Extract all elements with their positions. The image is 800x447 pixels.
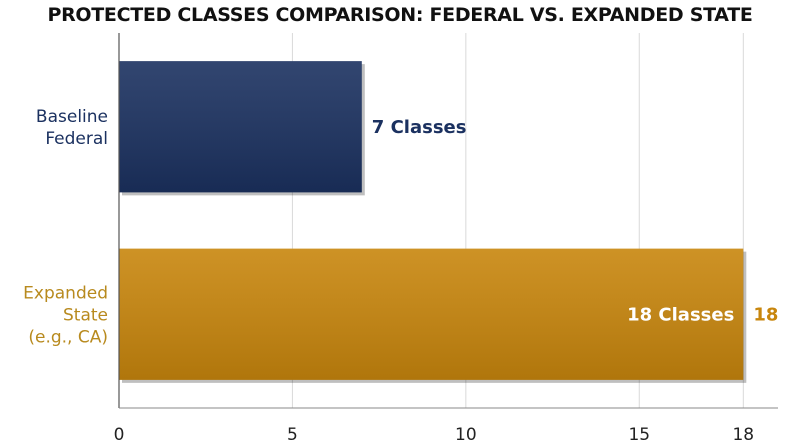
bar-highlight xyxy=(119,248,744,380)
bars xyxy=(119,61,747,383)
x-tick-label: 5 xyxy=(287,425,298,445)
category-label: Expanded xyxy=(23,283,108,303)
category-label: Federal xyxy=(45,129,108,149)
category-label: Baseline xyxy=(36,107,108,127)
chart-title: PROTECTED CLASSES COMPARISON: FEDERAL VS… xyxy=(47,4,753,26)
x-tick-label: 0 xyxy=(114,425,125,445)
bar-value-label: 7 Classes xyxy=(372,117,467,138)
bar-value-label: 18 Classes xyxy=(627,304,734,325)
x-tick-label: 15 xyxy=(628,425,650,445)
x-axis: 0 5 10 15 18 xyxy=(114,33,778,445)
bar-highlight xyxy=(119,61,362,193)
x-tick-label: 10 xyxy=(455,425,477,445)
bar-end-label: 18 xyxy=(753,304,778,325)
category-label: State xyxy=(63,305,108,325)
x-tick-label: 18 xyxy=(732,425,754,445)
category-label: (e.g., CA) xyxy=(28,327,108,347)
